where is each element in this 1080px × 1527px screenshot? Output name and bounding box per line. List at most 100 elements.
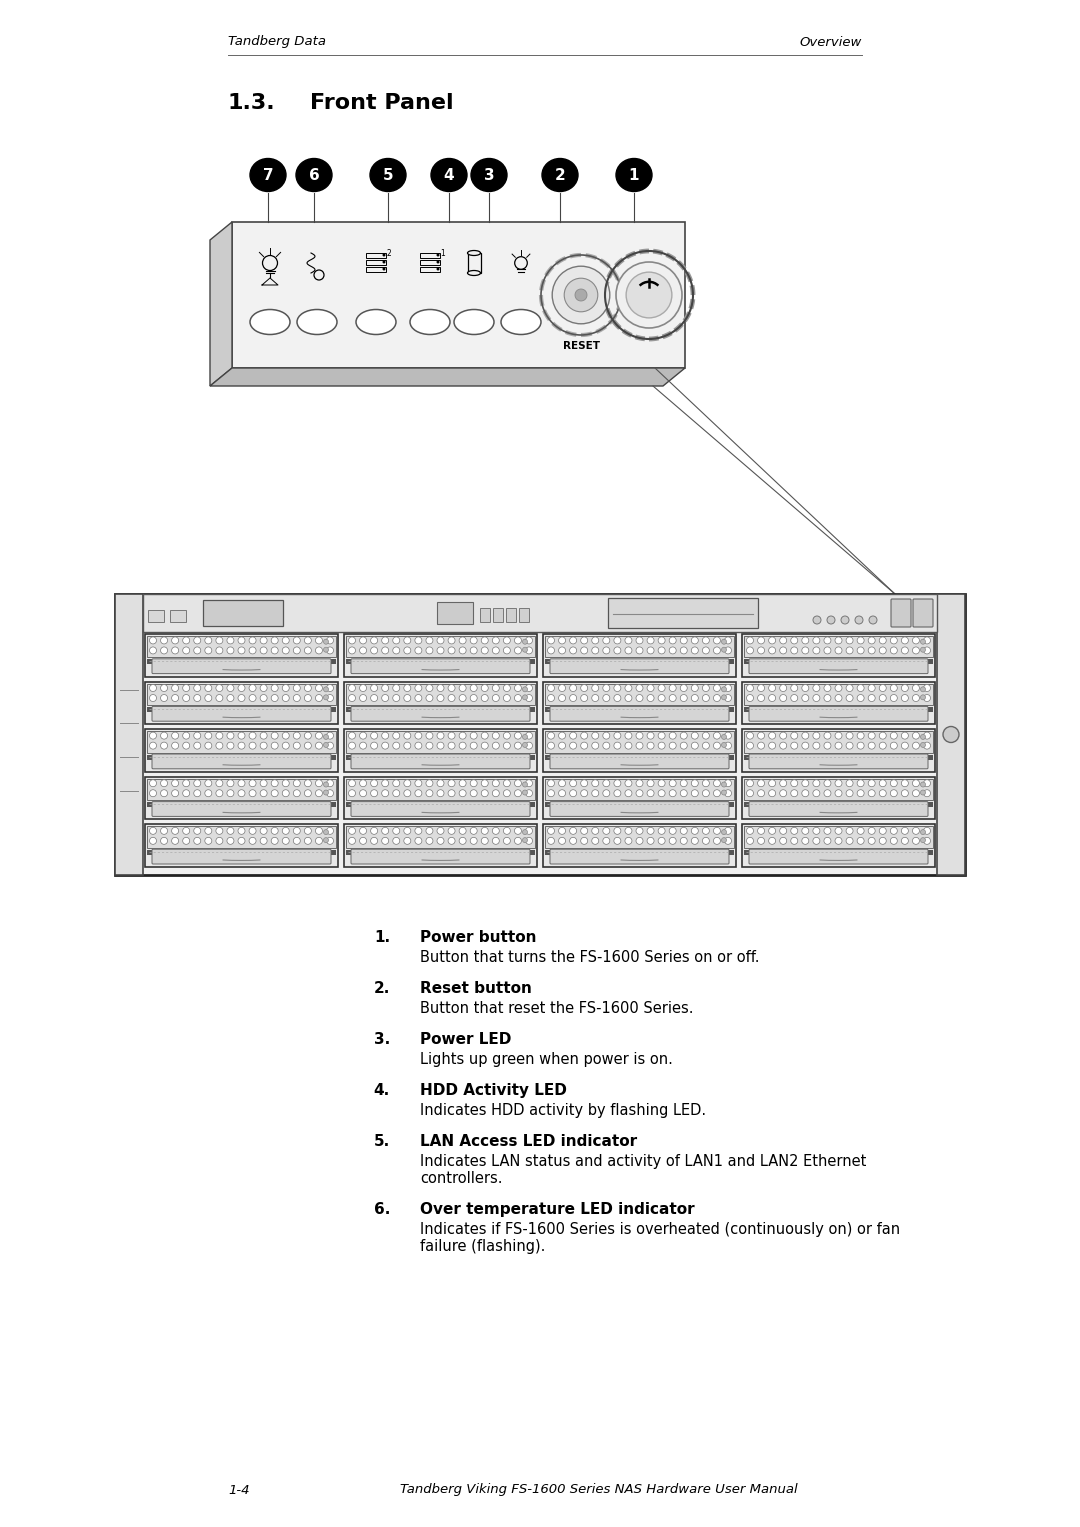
Circle shape — [647, 684, 654, 692]
Circle shape — [636, 731, 643, 739]
Circle shape — [426, 828, 433, 834]
Circle shape — [305, 695, 311, 701]
Circle shape — [271, 647, 279, 654]
Text: 5: 5 — [382, 168, 393, 183]
FancyBboxPatch shape — [114, 594, 966, 875]
Circle shape — [890, 837, 897, 844]
Circle shape — [161, 695, 167, 701]
Circle shape — [791, 828, 798, 834]
FancyBboxPatch shape — [346, 826, 535, 847]
FancyBboxPatch shape — [351, 802, 530, 817]
Circle shape — [349, 742, 355, 750]
Circle shape — [482, 637, 488, 644]
Circle shape — [691, 828, 699, 834]
Circle shape — [349, 837, 355, 844]
Ellipse shape — [370, 159, 406, 191]
Circle shape — [714, 789, 720, 797]
Circle shape — [205, 789, 212, 797]
Circle shape — [920, 838, 926, 843]
FancyBboxPatch shape — [545, 802, 734, 808]
Circle shape — [757, 731, 765, 739]
Circle shape — [691, 647, 699, 654]
FancyBboxPatch shape — [143, 594, 937, 632]
Circle shape — [757, 647, 765, 654]
Circle shape — [913, 780, 919, 786]
Circle shape — [548, 647, 554, 654]
FancyBboxPatch shape — [147, 731, 336, 753]
Circle shape — [702, 828, 710, 834]
Circle shape — [636, 828, 643, 834]
Circle shape — [503, 837, 511, 844]
Circle shape — [603, 731, 610, 739]
Circle shape — [492, 828, 499, 834]
Circle shape — [193, 731, 201, 739]
Circle shape — [680, 789, 687, 797]
Circle shape — [890, 789, 897, 797]
Circle shape — [813, 837, 820, 844]
Circle shape — [647, 695, 654, 701]
Circle shape — [564, 278, 598, 312]
FancyBboxPatch shape — [545, 660, 734, 664]
Circle shape — [592, 695, 598, 701]
Circle shape — [824, 828, 831, 834]
Circle shape — [238, 837, 245, 844]
FancyBboxPatch shape — [148, 609, 164, 621]
Circle shape — [569, 731, 577, 739]
Circle shape — [725, 742, 731, 750]
Circle shape — [725, 780, 731, 786]
FancyBboxPatch shape — [545, 851, 734, 855]
Circle shape — [249, 684, 256, 692]
Circle shape — [636, 637, 643, 644]
Ellipse shape — [431, 159, 467, 191]
Circle shape — [603, 647, 610, 654]
Circle shape — [294, 684, 300, 692]
Circle shape — [603, 837, 610, 844]
Circle shape — [249, 731, 256, 739]
Circle shape — [149, 637, 157, 644]
Circle shape — [393, 684, 400, 692]
Circle shape — [846, 789, 853, 797]
Circle shape — [658, 637, 665, 644]
Circle shape — [691, 684, 699, 692]
Circle shape — [613, 637, 621, 644]
Circle shape — [193, 837, 201, 844]
Text: Over temperature LED indicator: Over temperature LED indicator — [420, 1202, 694, 1217]
Circle shape — [370, 742, 378, 750]
Circle shape — [437, 731, 444, 739]
Circle shape — [558, 828, 566, 834]
Circle shape — [526, 828, 532, 834]
Text: 2: 2 — [555, 168, 565, 183]
Circle shape — [680, 837, 687, 844]
Circle shape — [702, 789, 710, 797]
Circle shape — [282, 637, 289, 644]
FancyBboxPatch shape — [937, 594, 966, 875]
Circle shape — [482, 647, 488, 654]
Circle shape — [868, 828, 875, 834]
Circle shape — [746, 647, 754, 654]
Circle shape — [492, 684, 499, 692]
Circle shape — [801, 695, 809, 701]
Circle shape — [691, 780, 699, 786]
Circle shape — [381, 828, 389, 834]
Circle shape — [769, 695, 775, 701]
Circle shape — [315, 647, 323, 654]
Circle shape — [548, 828, 554, 834]
Circle shape — [326, 637, 334, 644]
Circle shape — [581, 789, 588, 797]
Circle shape — [503, 828, 511, 834]
Circle shape — [183, 731, 190, 739]
Circle shape — [324, 734, 328, 739]
Circle shape — [801, 828, 809, 834]
Circle shape — [890, 637, 897, 644]
Circle shape — [172, 684, 178, 692]
Circle shape — [879, 789, 887, 797]
Circle shape — [581, 684, 588, 692]
Circle shape — [791, 647, 798, 654]
Circle shape — [436, 253, 440, 257]
Circle shape — [149, 695, 157, 701]
Circle shape — [172, 742, 178, 750]
Circle shape — [249, 828, 256, 834]
Circle shape — [324, 838, 328, 843]
Circle shape — [923, 789, 931, 797]
Circle shape — [149, 780, 157, 786]
